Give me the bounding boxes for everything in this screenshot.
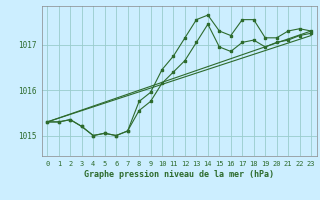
X-axis label: Graphe pression niveau de la mer (hPa): Graphe pression niveau de la mer (hPa) — [84, 170, 274, 179]
